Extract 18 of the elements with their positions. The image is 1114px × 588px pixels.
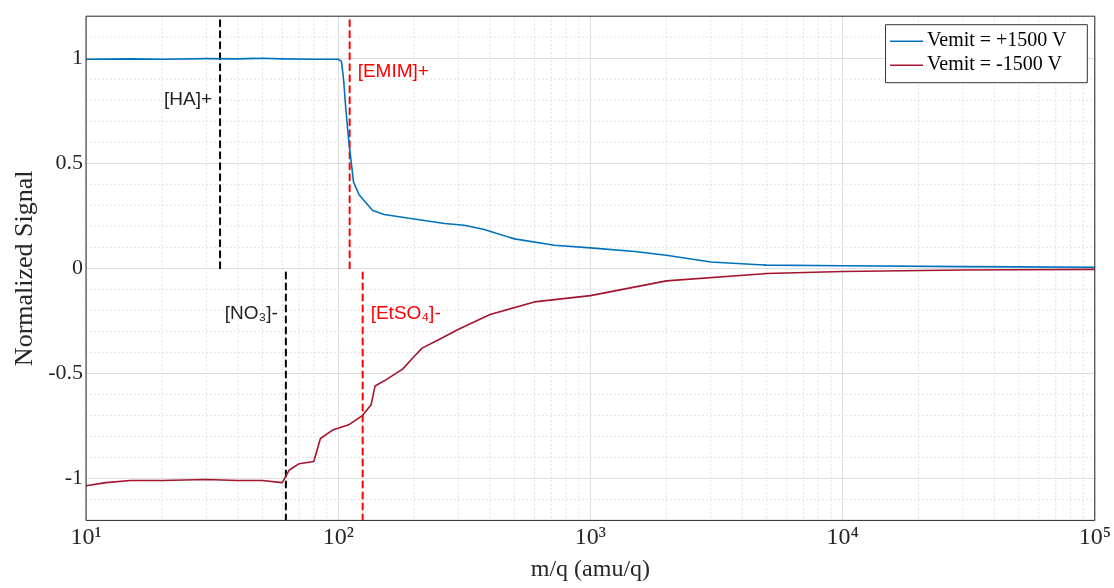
series-label: [NO₃]- [224, 301, 278, 323]
x-tick-label: 10² [322, 523, 354, 550]
y-tick-label: -1 [64, 464, 84, 490]
x-axis-title: m/q (amu/q) [530, 554, 651, 581]
y-tick-label: 1 [72, 44, 84, 69]
x-tick-label: 10⁴ [826, 523, 859, 550]
y-axis-title: Normalized Signal [9, 170, 39, 367]
legend-label: Vemit = -1500 V [927, 52, 1063, 75]
series-label: [HA]+ [164, 87, 213, 109]
y-tick-label: 0 [72, 254, 84, 280]
series-label: [EMIM]+ [357, 59, 429, 81]
x-tick-label: 10³ [574, 523, 607, 550]
legend-label: Vemit = +1500 V [927, 28, 1068, 51]
y-tick-label: 0.5 [55, 149, 84, 175]
x-tick-label: 10⁵ [1078, 523, 1111, 550]
series-label: [EtSO₄]- [370, 301, 441, 323]
x-tick-label: 10¹ [70, 523, 102, 550]
y-tick-label: -0.5 [48, 359, 84, 385]
